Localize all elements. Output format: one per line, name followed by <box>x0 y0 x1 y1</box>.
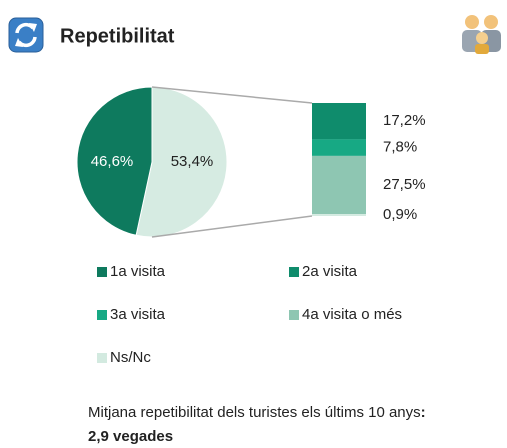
connector <box>151 215 313 238</box>
pie-label: 46,6% <box>91 153 134 170</box>
legend-label: Ns/Nc <box>110 349 151 366</box>
pie-slice <box>76 86 153 236</box>
bar-label: 7,8% <box>383 139 417 156</box>
legend-swatch <box>289 310 299 320</box>
legend-swatch <box>97 267 107 277</box>
legend-swatch <box>289 267 299 277</box>
legend-label: 4a visita o més <box>302 306 402 323</box>
bar-segment <box>312 103 366 140</box>
legend-label: 1a visita <box>110 263 166 280</box>
bar-segment <box>312 214 366 216</box>
note-emphasis: : 2,9 vegades <box>88 404 426 445</box>
bar-segment <box>312 139 366 156</box>
pie-label: 53,4% <box>171 153 214 170</box>
bar-label: 0,9% <box>383 206 417 223</box>
connector <box>151 86 313 104</box>
legend-swatch <box>97 310 107 320</box>
bar-label: 27,5% <box>383 176 426 193</box>
legend-swatch <box>97 353 107 363</box>
note-text: Mitjana repetibilitat dels turistes els … <box>88 404 421 421</box>
chart-title: Repetibilitat <box>60 25 175 47</box>
legend-label: 2a visita <box>302 263 358 280</box>
people-icon <box>462 15 501 54</box>
bar-segment <box>312 155 366 215</box>
bar-label: 17,2% <box>383 112 426 129</box>
footnote: Mitjana repetibilitat dels turistes els … <box>88 401 438 448</box>
refresh-icon <box>8 17 44 53</box>
legend-label: 3a visita <box>110 306 166 323</box>
